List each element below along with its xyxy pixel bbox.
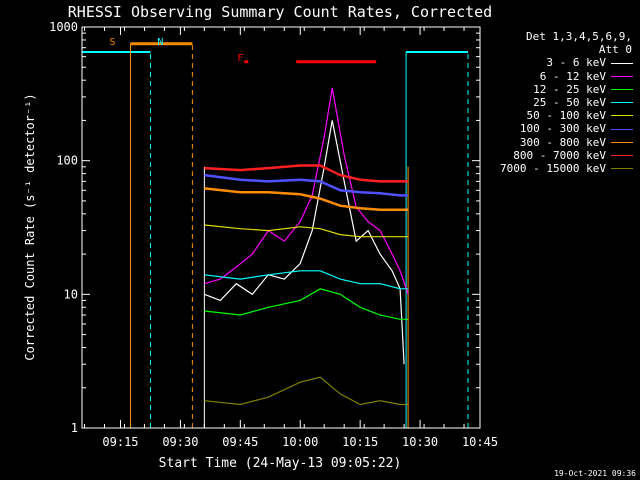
legend-header-line1: Det 1,3,4,5,6,9, [526, 30, 632, 43]
plot-frame [81, 26, 481, 429]
y-tick-label: 100 [56, 154, 78, 168]
legend-label: 7000 - 15000 keV [500, 162, 606, 176]
legend-swatch [611, 168, 633, 170]
legend-label: 800 - 7000 keV [513, 148, 606, 162]
annotation-n: N [157, 37, 163, 48]
annotation-s: S [109, 37, 115, 48]
legend-swatch [611, 88, 633, 90]
series-line [204, 164, 409, 183]
legend-label: 6 - 12 keV [539, 69, 606, 83]
legend-entry: 100 - 300 keV [484, 122, 636, 135]
legend-entry: 12 - 25 keV [484, 83, 636, 96]
legend-label: 100 - 300 keV [519, 122, 606, 136]
series-line [204, 187, 409, 211]
legend-label: 25 - 50 keV [533, 96, 606, 110]
x-tick-label: 10:00 [282, 435, 318, 449]
x-tick-label: 09:30 [162, 435, 198, 449]
series-line [204, 288, 409, 320]
legend-entry: 50 - 100 keV [484, 109, 636, 122]
legend-header-line2: Att 0 [598, 43, 632, 57]
legend: Det 1,3,4,5,6,9, Att 0 3 - 6 keV 6 - 12 k… [484, 30, 636, 175]
footer-timestamp: 19-Oct-2021 09:36 [554, 469, 636, 478]
legend-entry: 7000 - 15000 keV [484, 162, 636, 175]
legend-swatch [611, 75, 633, 77]
x-tick-label: 09:15 [102, 435, 138, 449]
y-tick-label: 1 [71, 421, 78, 435]
legend-swatch [611, 102, 633, 104]
series-line [204, 224, 409, 238]
legend-entry: 300 - 800 keV [484, 136, 636, 149]
legend-swatch [611, 62, 633, 64]
legend-label: 300 - 800 keV [519, 135, 606, 149]
x-tick-label: 10:30 [402, 435, 438, 449]
x-axis-label: Start Time (24-May-13 09:05:22) [159, 456, 402, 471]
series-line [204, 87, 409, 295]
y-tick-label: 1000 [49, 20, 78, 34]
legend-swatch [611, 154, 633, 156]
chart-title: RHESSI Observing Summary Count Rates, Co… [68, 3, 492, 21]
x-tick-label: 09:45 [222, 435, 258, 449]
series-line [204, 270, 409, 290]
legend-label: 50 - 100 keV [526, 109, 606, 123]
series-line [204, 120, 405, 365]
axes: 1 10 100 1000 09:15 09:30 09:45 10:00 10:15 10:30… [49, 20, 498, 449]
legend-label: 3 - 6 keV [546, 56, 606, 70]
legend-label: 12 - 25 keV [533, 82, 606, 96]
legend-entry: 800 - 7000 keV [484, 149, 636, 162]
legend-entry: 25 - 50 keV [484, 96, 636, 109]
legend-entry: 6 - 12 keV [484, 70, 636, 83]
legend-swatch [611, 115, 633, 117]
x-tick-label: 10:15 [342, 435, 378, 449]
legend-entries: 3 - 6 keV 6 - 12 keV 12 - 25 keV 25 - 50 ke… [484, 56, 636, 175]
plot-area: S N F [82, 37, 469, 428]
series-line [204, 376, 409, 406]
series-line [204, 173, 409, 197]
legend-swatch [611, 128, 633, 130]
legend-swatch [611, 141, 633, 143]
x-tick-label: 10:45 [462, 435, 498, 449]
y-tick-label: 10 [64, 287, 78, 301]
annotation-f: F [237, 53, 243, 64]
y-axis-label: Corrected Count Rate (s⁻¹ detector⁻¹) [23, 93, 37, 360]
legend-entry: 3 - 6 keV [484, 56, 636, 69]
